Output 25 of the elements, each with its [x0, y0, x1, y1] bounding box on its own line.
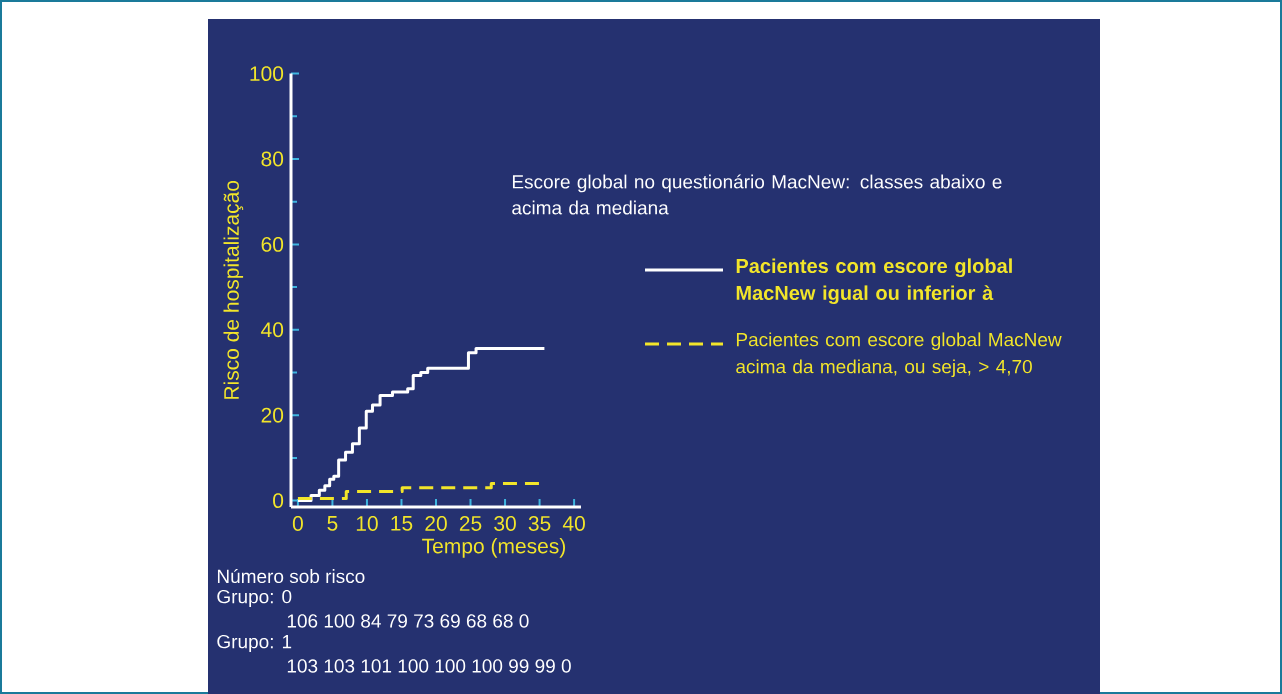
- text: Escore global no questionário MacNew: classes abaixo e acima da mediana: [512, 174, 1002, 215]
- text: 106 100 84 79 73 69 68 68 0: [287, 614, 529, 628]
- x-axis-title: Tempo (meses): [422, 538, 565, 558]
- x-tick-label: 10: [356, 516, 378, 531]
- y-tick-label: 100: [250, 66, 284, 82]
- x-tick-label: 20: [425, 516, 447, 531]
- y-tick-label: 40: [261, 322, 284, 338]
- x-tick-label: 5: [327, 516, 338, 531]
- x-tick-label: 30: [494, 516, 516, 531]
- x-tick-label: 35: [528, 516, 551, 531]
- x-tick-label: 0: [292, 516, 303, 531]
- x-tick-label: 25: [459, 516, 482, 531]
- text: Número sob risco: [217, 568, 365, 584]
- text: 103 103 101 100 100 100 99 99 0: [287, 659, 571, 673]
- legend-label: Pacientes com escore global MacNew igual ou inferior à: [736, 258, 1012, 305]
- x-tick-label: 15: [391, 516, 413, 531]
- text: Grupo: 0: [217, 589, 292, 608]
- text: Grupo: 1: [217, 634, 292, 653]
- legend-label: Pacientes com escore global MacNew acima da mediana, ou seja, > 4,70: [736, 332, 1062, 378]
- y-axis-title: Risco de hospitalização: [223, 180, 244, 399]
- x-tick-label: 40: [562, 516, 585, 531]
- y-tick-label: 0: [273, 493, 284, 509]
- y-tick-label: 60: [261, 236, 284, 252]
- y-tick-label: 80: [261, 151, 284, 167]
- y-tick-label: 20: [261, 407, 284, 423]
